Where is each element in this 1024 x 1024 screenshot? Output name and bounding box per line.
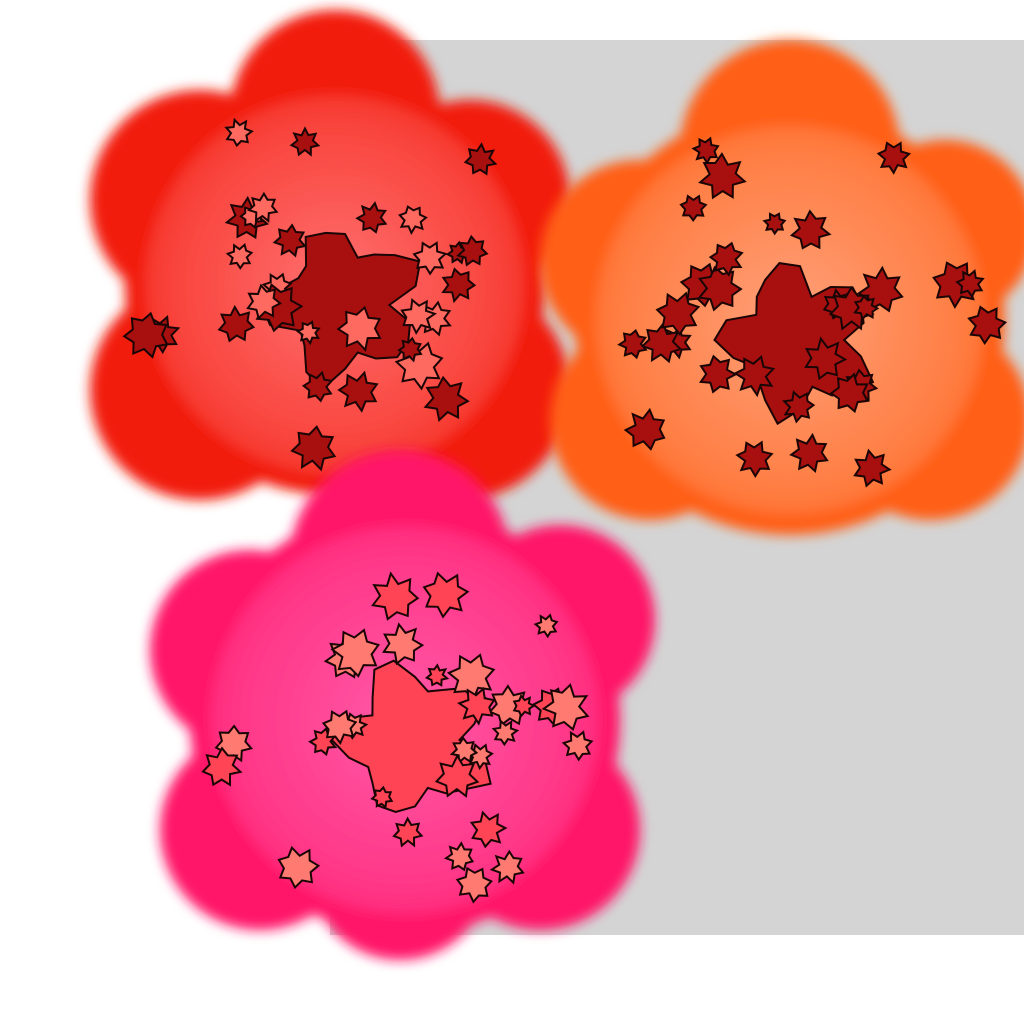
small-leaf (441, 267, 477, 304)
small-leaf (398, 205, 428, 235)
small-leaf (697, 265, 743, 312)
small-leaf (301, 370, 334, 403)
small-leaf (321, 709, 358, 745)
small-leaf (290, 425, 337, 472)
small-leaf (533, 613, 559, 639)
small-leaf (397, 336, 423, 363)
small-leaf (708, 241, 744, 277)
small-leaf (412, 241, 448, 276)
small-leaf (122, 311, 169, 359)
small-leaf (434, 753, 480, 798)
small-leaf (762, 212, 787, 236)
small-leaf (489, 849, 525, 885)
small-leaf (225, 242, 254, 270)
orange-blob (540, 40, 1024, 535)
small-leaf (423, 375, 470, 422)
small-leaf (735, 440, 774, 479)
small-leaf (400, 298, 438, 335)
small-leaf (337, 370, 379, 413)
small-leaf (424, 663, 450, 687)
pink-blob (150, 450, 655, 960)
small-leaf (381, 622, 425, 666)
small-leaf (308, 726, 338, 757)
small-leaf (392, 816, 424, 848)
small-leaf (330, 628, 381, 678)
small-leaf (456, 234, 489, 267)
small-leaf (449, 736, 479, 765)
small-leaf (804, 336, 848, 381)
small-leaf (640, 321, 683, 364)
small-leaf (617, 329, 648, 360)
small-leaf (789, 209, 832, 250)
small-leaf (679, 194, 708, 222)
small-leaf (201, 746, 243, 787)
small-leaf (272, 223, 307, 258)
small-leaf (853, 448, 892, 488)
small-leaf (296, 320, 321, 346)
small-leaf (955, 268, 985, 299)
small-leaf (655, 291, 701, 336)
small-leaf (457, 686, 496, 726)
small-leaf (224, 117, 254, 148)
small-leaf (698, 354, 738, 394)
small-leaf (691, 136, 720, 165)
small-leaf (491, 719, 520, 747)
red-blob (90, 10, 570, 500)
small-leaf (422, 571, 470, 619)
small-leaf (876, 141, 912, 175)
small-leaf (336, 305, 382, 352)
small-leaf (782, 390, 816, 424)
small-leaf (217, 304, 256, 343)
small-leaf (698, 152, 747, 200)
small-leaf (443, 841, 475, 872)
small-leaf (541, 683, 590, 731)
small-leaf (246, 283, 283, 321)
small-leaf (355, 201, 388, 234)
small-leaf (247, 191, 279, 223)
small-leaf (370, 785, 394, 810)
small-leaf (853, 294, 880, 322)
small-leaf (277, 845, 321, 890)
small-leaf (370, 571, 420, 621)
small-leaf (623, 407, 666, 451)
small-leaf (733, 355, 776, 398)
small-leaf (455, 866, 493, 904)
small-leaf (463, 142, 498, 176)
small-leaf (829, 372, 869, 414)
small-leaf (789, 432, 829, 473)
small-leaf (469, 810, 508, 849)
small-leaf (289, 126, 321, 157)
small-leaf (561, 730, 594, 762)
small-leaf (967, 305, 1008, 346)
small-leaf (512, 694, 536, 718)
